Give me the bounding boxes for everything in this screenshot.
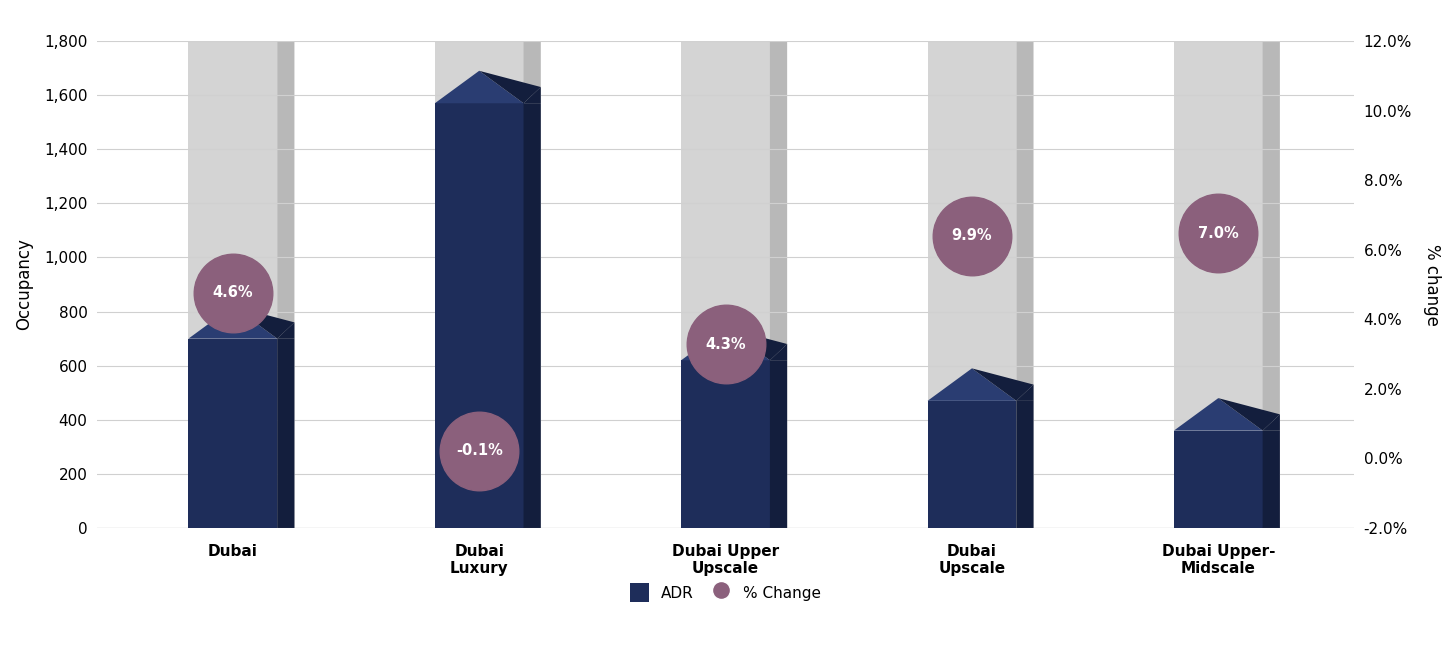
- Polygon shape: [188, 528, 277, 539]
- Point: [221, 287, 245, 298]
- Polygon shape: [973, 528, 1034, 539]
- Bar: [927, 41, 1016, 528]
- Bar: [1174, 41, 1262, 528]
- Bar: [435, 104, 524, 528]
- Polygon shape: [479, 71, 540, 104]
- Polygon shape: [927, 528, 1016, 539]
- Polygon shape: [1016, 25, 1034, 41]
- Polygon shape: [524, 25, 540, 41]
- Polygon shape: [188, 9, 277, 41]
- Polygon shape: [233, 306, 294, 339]
- Point: [467, 446, 491, 456]
- Polygon shape: [1219, 528, 1280, 539]
- Point: [713, 339, 737, 349]
- Polygon shape: [1174, 528, 1262, 539]
- Polygon shape: [188, 306, 277, 339]
- Polygon shape: [435, 528, 524, 539]
- Bar: [1174, 431, 1262, 528]
- Polygon shape: [1262, 25, 1280, 41]
- Polygon shape: [479, 528, 540, 539]
- Polygon shape: [681, 528, 770, 539]
- Polygon shape: [725, 9, 788, 41]
- Polygon shape: [277, 339, 294, 528]
- Polygon shape: [479, 528, 540, 539]
- Polygon shape: [435, 528, 524, 539]
- Polygon shape: [770, 25, 788, 41]
- Polygon shape: [1262, 41, 1280, 528]
- Y-axis label: Occupancy: Occupancy: [15, 238, 33, 331]
- Bar: [188, 339, 277, 528]
- Polygon shape: [277, 25, 294, 41]
- Bar: [681, 41, 770, 528]
- Polygon shape: [479, 9, 540, 41]
- Text: 9.9%: 9.9%: [952, 228, 992, 243]
- Polygon shape: [770, 344, 788, 360]
- Legend: ADR, % Change: ADR, % Change: [625, 577, 827, 608]
- Point: [961, 230, 984, 241]
- Polygon shape: [524, 41, 540, 528]
- Polygon shape: [233, 528, 294, 539]
- Text: 7.0%: 7.0%: [1198, 226, 1239, 240]
- Polygon shape: [1262, 414, 1280, 431]
- Polygon shape: [725, 528, 788, 539]
- Polygon shape: [725, 528, 788, 539]
- Polygon shape: [233, 528, 294, 539]
- Polygon shape: [435, 9, 524, 41]
- Polygon shape: [927, 528, 1016, 539]
- Polygon shape: [1262, 431, 1280, 528]
- Polygon shape: [277, 323, 294, 339]
- Polygon shape: [770, 41, 788, 528]
- Polygon shape: [681, 9, 770, 41]
- Polygon shape: [1219, 398, 1280, 431]
- Text: 4.6%: 4.6%: [213, 285, 253, 300]
- Bar: [188, 41, 277, 528]
- Polygon shape: [681, 328, 770, 360]
- Polygon shape: [927, 368, 1016, 401]
- Bar: [681, 360, 770, 528]
- Polygon shape: [681, 528, 770, 539]
- Polygon shape: [188, 528, 277, 539]
- Bar: [435, 41, 524, 528]
- Polygon shape: [1016, 41, 1034, 528]
- Polygon shape: [233, 9, 294, 41]
- Text: 4.3%: 4.3%: [705, 337, 745, 351]
- Polygon shape: [524, 87, 540, 104]
- Polygon shape: [973, 9, 1034, 41]
- Polygon shape: [1219, 9, 1280, 41]
- Polygon shape: [1174, 398, 1262, 431]
- Polygon shape: [277, 41, 294, 528]
- Polygon shape: [524, 104, 540, 528]
- Point: [1207, 228, 1230, 238]
- Polygon shape: [1174, 9, 1262, 41]
- Polygon shape: [927, 9, 1016, 41]
- Polygon shape: [1016, 401, 1034, 528]
- Bar: [927, 401, 1016, 528]
- Polygon shape: [1174, 528, 1262, 539]
- Polygon shape: [973, 368, 1034, 401]
- Polygon shape: [1016, 385, 1034, 401]
- Polygon shape: [770, 360, 788, 528]
- Polygon shape: [973, 528, 1034, 539]
- Text: -0.1%: -0.1%: [456, 444, 502, 458]
- Polygon shape: [435, 71, 524, 104]
- Polygon shape: [725, 328, 788, 360]
- Y-axis label: % change: % change: [1423, 244, 1441, 325]
- Polygon shape: [1219, 528, 1280, 539]
